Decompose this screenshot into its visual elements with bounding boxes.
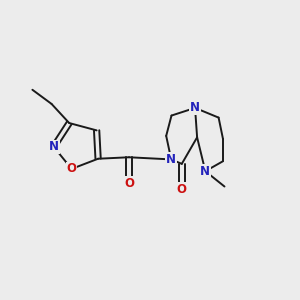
Text: N: N [190, 101, 200, 114]
Text: N: N [49, 140, 59, 153]
Text: O: O [177, 183, 187, 196]
Text: O: O [67, 162, 76, 176]
Text: O: O [124, 177, 134, 190]
Text: N: N [200, 165, 210, 178]
Text: N: N [166, 153, 176, 166]
